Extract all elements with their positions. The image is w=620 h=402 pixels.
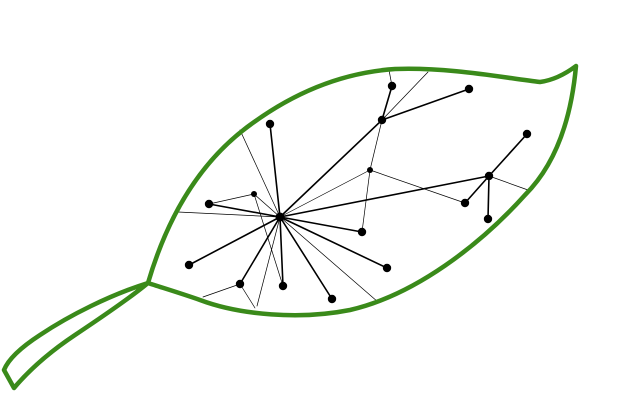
vein-node [327,294,337,304]
thin-vein-edge [369,119,383,171]
bold-vein-edge [279,216,363,233]
bold-vein-edge [188,216,281,266]
bold-vein-edge [208,203,281,218]
vein-node [484,171,494,181]
bold-vein-edge [464,175,490,204]
bold-vein-edge [239,216,281,285]
bold-vein-edge [381,85,393,121]
vein-node [204,199,214,209]
vein-node [184,260,194,270]
vein-node [382,263,392,273]
leaf-outline [145,63,579,318]
bold-vein-edge [488,133,528,177]
thin-vein-edge [177,211,281,218]
thin-vein-edge [202,283,241,298]
thin-vein-edge [488,175,529,191]
vein-node [464,84,474,94]
vein-nodes [184,81,532,304]
thin-vein-edge [369,169,466,204]
bold-vein-edge [381,88,470,121]
leaf-stem [1,280,151,391]
thin-vein-edge [253,193,284,287]
bold-vein-edge [279,119,383,218]
vein-node [278,281,288,291]
thin-vein-edge [361,169,371,233]
thin-vein-edge [381,71,429,121]
vein-node [235,279,245,289]
bold-vein-edge [279,216,388,269]
bold-vein-edge [487,175,490,220]
bold-vein-network [188,85,528,300]
vein-node [251,191,257,197]
vein-node [357,227,367,237]
vein-node [265,119,275,129]
thin-vein-network [177,69,529,309]
vein-node [483,214,493,224]
thin-vein-edge [239,129,281,218]
thin-vein-edge [279,216,379,303]
vein-node [377,115,387,125]
hub-node [275,212,285,222]
thin-vein-edge [256,216,281,307]
thin-vein-edge [208,193,255,205]
bold-vein-edge [269,123,281,218]
thin-vein-edge [279,169,371,218]
vein-node [522,129,532,139]
vein-node [460,198,470,208]
bold-vein-edge [279,216,284,287]
bold-vein-edge [279,175,490,218]
vein-node [367,167,373,173]
bold-vein-edge [279,216,333,300]
thin-vein-edge [239,283,256,309]
vein-node [387,81,397,91]
thin-vein-edge [253,193,281,218]
